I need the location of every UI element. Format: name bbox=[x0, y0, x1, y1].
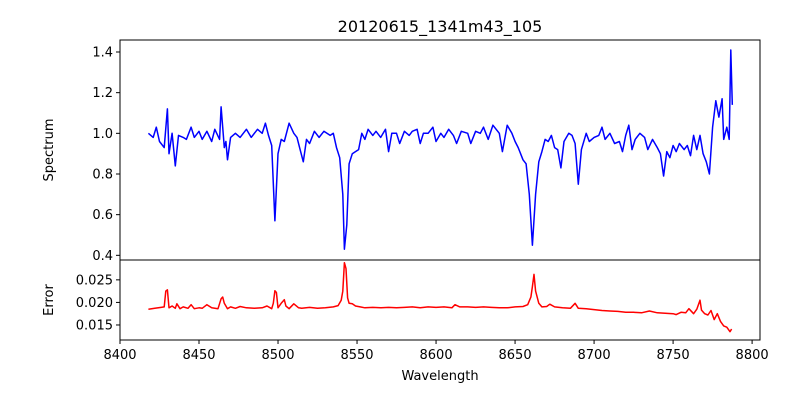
error-series-line bbox=[148, 261, 733, 333]
x-tick-label: 8450 bbox=[182, 348, 215, 363]
spectrum-y-tick-label: 1.2 bbox=[92, 86, 113, 101]
spectrum-y-tick-label: 0.8 bbox=[92, 167, 113, 182]
error-axes: 0.015 0.020 0.025 8400 8450 8500 8550 8600 8650 8… bbox=[76, 259, 769, 363]
spectrum-y-label: Spectrum bbox=[42, 119, 57, 182]
x-tick-label: 8400 bbox=[103, 348, 136, 363]
chart-title: 20120615_1341m43_105 bbox=[338, 17, 543, 37]
error-y-tick-label: 0.015 bbox=[76, 318, 113, 333]
spectrum-y-tick-label: 0.6 bbox=[92, 208, 113, 223]
error-y-tick-label: 0.025 bbox=[76, 273, 113, 288]
error-axes-frame bbox=[119, 259, 761, 341]
x-tick-label: 8800 bbox=[736, 348, 769, 363]
spectrum-y-tick-label: 1.4 bbox=[92, 45, 113, 60]
spectrum-y-tick-label: 0.4 bbox=[92, 249, 113, 264]
spectrum-series-line bbox=[147, 49, 734, 250]
x-tick-label: 8700 bbox=[578, 348, 611, 363]
x-tick-label: 8600 bbox=[420, 348, 453, 363]
x-tick-label: 8750 bbox=[657, 348, 690, 363]
error-y-label: Error bbox=[42, 284, 57, 316]
spectrum-axes-frame bbox=[119, 39, 761, 261]
spectrum-y-tick-label: 1.0 bbox=[92, 127, 113, 142]
x-tick-label: 8650 bbox=[499, 348, 532, 363]
error-y-tick-label: 0.020 bbox=[76, 296, 113, 311]
x-axis-label: Wavelength bbox=[401, 369, 478, 384]
spectrum-axes: 0.4 0.6 0.8 1.0 1.2 1.4 bbox=[92, 39, 761, 264]
x-tick-label: 8550 bbox=[340, 348, 373, 363]
x-tick-label: 8500 bbox=[261, 348, 294, 363]
